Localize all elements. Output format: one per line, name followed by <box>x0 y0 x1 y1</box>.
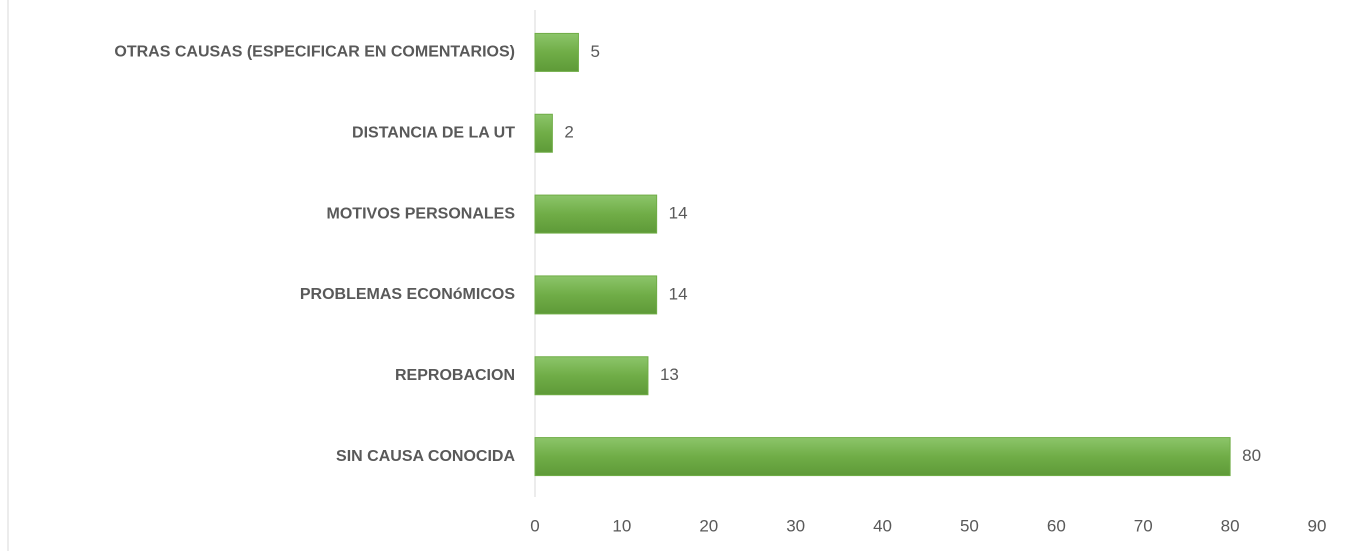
x-tick-label: 70 <box>1134 516 1153 535</box>
x-tick-label: 30 <box>786 516 805 535</box>
x-tick-label: 60 <box>1047 516 1066 535</box>
category-label: SIN CAUSA CONOCIDA <box>336 448 515 465</box>
bar <box>534 275 658 315</box>
x-tick-label: 10 <box>612 516 631 535</box>
category-label: MOTIVOS PERSONALES <box>327 205 516 222</box>
category-label: REPROBACION <box>395 367 515 384</box>
bar <box>534 32 579 72</box>
x-tick-label: 20 <box>699 516 718 535</box>
category-label: PROBLEMAS ECONóMICOS <box>300 286 515 303</box>
bar <box>534 194 658 234</box>
x-tick-label: 80 <box>1221 516 1240 535</box>
bar <box>534 113 553 153</box>
x-tick-label: 0 <box>530 516 539 535</box>
category-label: DISTANCIA DE LA UT <box>352 124 515 141</box>
value-label: 14 <box>669 204 688 223</box>
value-label: 14 <box>669 284 688 303</box>
category-label: OTRAS CAUSAS (ESPECIFICAR EN COMENTARIOS… <box>114 44 515 61</box>
value-label: 13 <box>660 365 679 384</box>
bar <box>534 356 649 396</box>
x-tick-label: 40 <box>873 516 892 535</box>
x-tick-label: 50 <box>960 516 979 535</box>
value-label: 5 <box>590 42 599 61</box>
x-tick-label: 90 <box>1308 516 1327 535</box>
value-label: 80 <box>1242 446 1261 465</box>
value-label: 2 <box>564 123 573 142</box>
bar <box>534 437 1231 477</box>
